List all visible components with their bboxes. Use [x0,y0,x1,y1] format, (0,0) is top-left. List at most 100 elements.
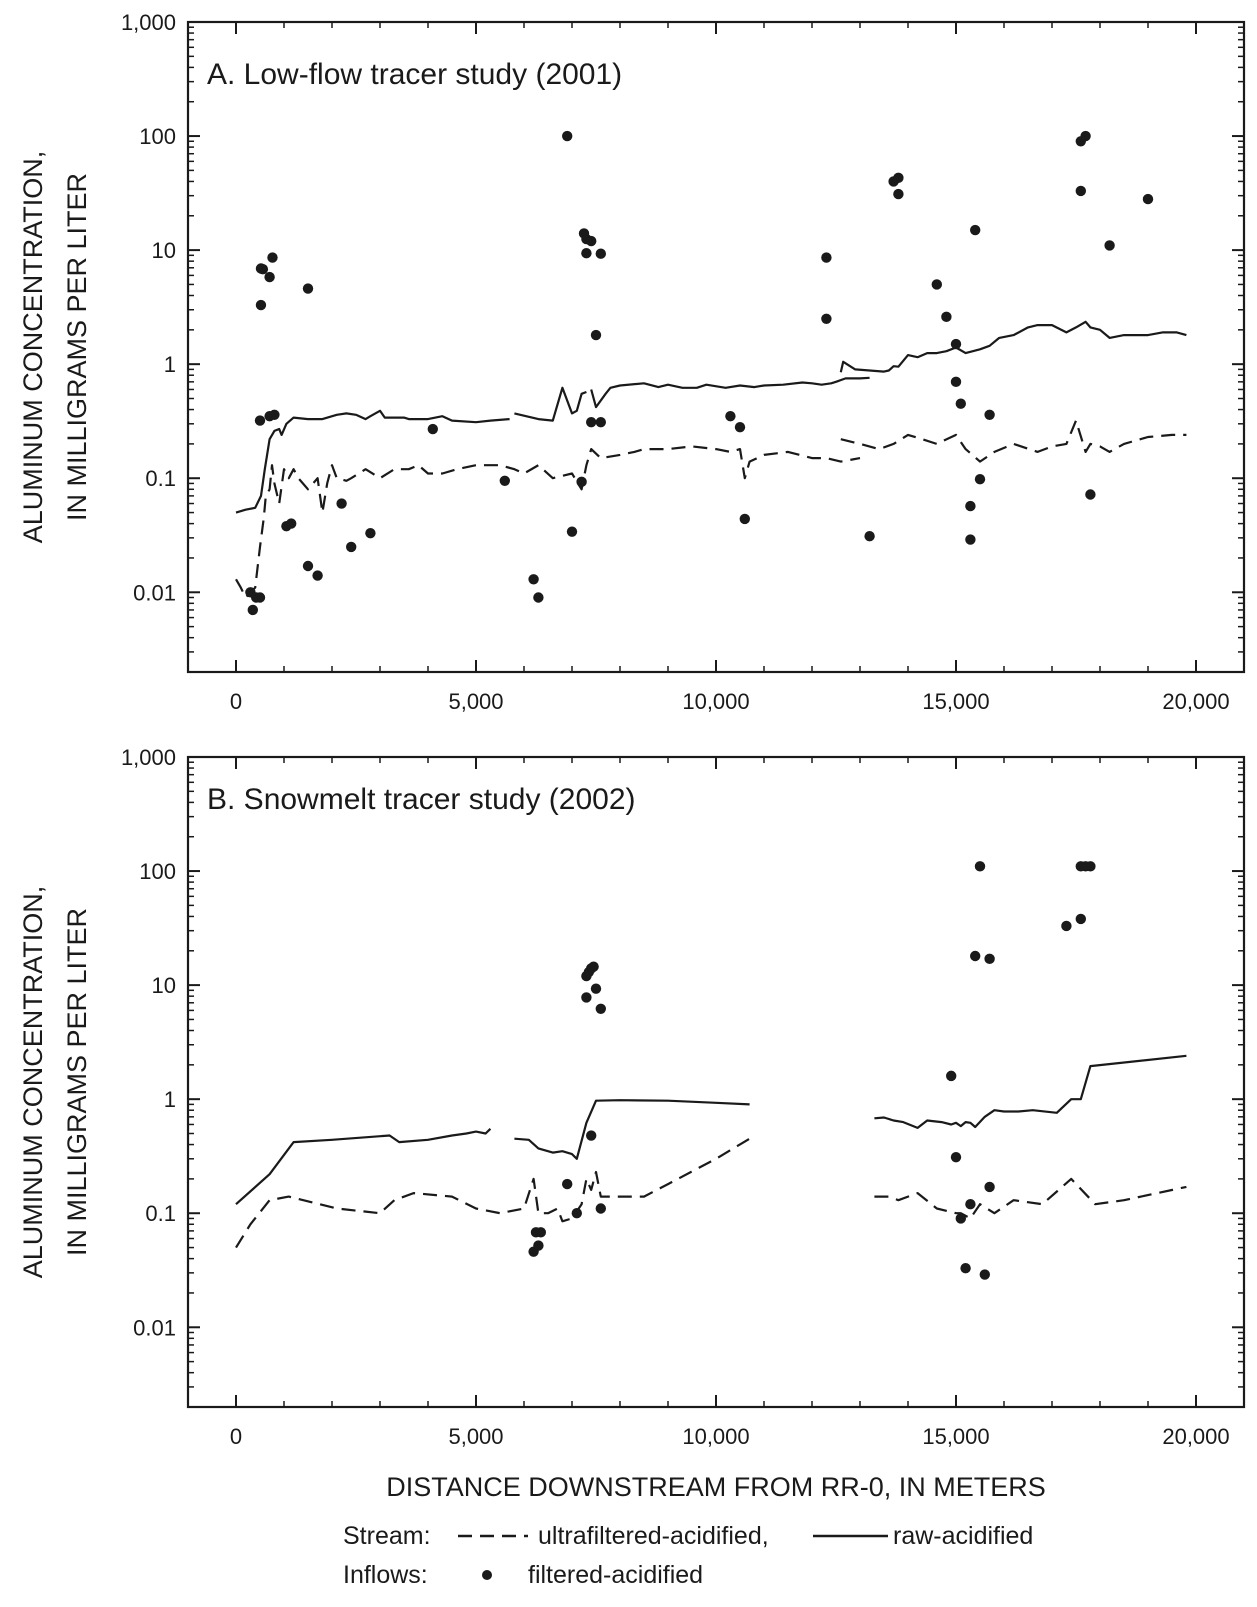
panel-a-y-tick-label: 100 [139,124,176,149]
panel-a-ultrafiltered-acidified-line [840,419,1187,463]
panel-a-filtered-acidified-point [346,541,357,553]
panel-b-y-tick-label: 0.01 [133,1315,176,1340]
panel-b-filtered-acidified-point [1075,913,1087,925]
panel-b-ultrafiltered-acidified-line [874,1177,1187,1220]
panel-b-filtered-acidified-point [588,961,599,972]
panel-a-filtered-acidified-point [533,592,544,603]
panel-a-raw-acidified-line [590,376,870,409]
panel-b-filtered-acidified-point [595,1003,606,1014]
panel-b-filtered-acidified-point [1061,920,1072,932]
panel-a-filtered-acidified-point [595,416,606,428]
panel-b-filtered-acidified-point [955,1213,966,1224]
panel-a-x-tick-label: 0 [230,689,242,714]
panel-a-filtered-acidified-point [267,252,278,263]
panel-a-filtered-acidified-point [725,410,736,422]
panel-b-filtered-acidified-point [965,1198,976,1210]
panel-a-raw-acidified-line [514,386,587,422]
panel-b-filtered-acidified-point [586,1130,597,1141]
legend-filtered-label: filtered-acidified [528,1561,703,1589]
legend-dot-marker [482,1570,492,1580]
panel-b-filtered-acidified-point [984,953,995,965]
legend-inflows-label: Inflows: [343,1561,428,1589]
panel-a-filtered-acidified-point [255,299,267,311]
panel-b-y-tick-label: 10 [152,973,176,998]
panel-b-y-tick-label: 100 [139,859,176,884]
panel-a-filtered-acidified-point [965,500,976,512]
panel-b-y-tick-label: 1,000 [121,745,176,770]
panel-a-filtered-acidified-point [941,311,952,323]
panel-a-x-tick-label: 5,000 [448,689,503,714]
panel-a-filtered-acidified-point [269,409,280,420]
panel-a-y-tick-label: 1,000 [121,10,176,35]
panel-a-filtered-acidified-point [821,252,832,263]
panel-a-filtered-acidified-point [950,338,962,350]
panel-a-filtered-acidified-point [586,416,597,428]
panel-a-filtered-acidified-point [893,188,904,200]
panel-a-filtered-acidified-point [734,422,746,433]
panel-a-filtered-acidified-point [254,592,266,603]
panel-b-filtered-acidified-point [595,1203,606,1214]
panel-a-filtered-acidified-point [864,531,875,542]
ylabel-line2: IN MILLIGRAMS PER LITER [62,908,92,1256]
panel-a-filtered-acidified-point [427,423,438,435]
panel-a-series [235,130,1187,616]
panel-a-filtered-acidified-point [566,526,578,537]
panel-b-filtered-acidified-point [974,861,986,872]
panel-a-raw-acidified-line [235,409,510,514]
panel-a-plot-frame [186,20,1246,674]
panel-a-filtered-acidified-point [1080,130,1091,142]
panel-a-filtered-acidified-point [1104,240,1115,251]
panel-b-filtered-acidified-point [946,1070,957,1082]
panel-a-raw-acidified-line [839,320,1187,373]
panel-b-x-tick-label: 20,000 [1162,1424,1229,1449]
panel-a-filtered-acidified-point [286,518,297,529]
panel-b-x-tick-label: 5,000 [448,1424,503,1449]
panel-a-filtered-acidified-point [576,476,587,488]
panel-a-filtered-acidified-point [302,283,314,294]
x-axis-title: DISTANCE DOWNSTREAM FROM RR-0, IN METERS [386,1472,1046,1502]
panel-a-filtered-acidified-point [264,271,275,283]
panel-b-filtered-acidified-point [970,950,981,962]
ylabel-line2: IN MILLIGRAMS PER LITER [62,173,92,521]
panel-a-filtered-acidified-point [254,415,266,426]
panel-a-filtered-acidified-point [257,264,269,275]
panel-a-filtered-acidified-point [595,248,606,259]
panel-a-filtered-acidified-point [974,474,986,485]
panel-a-y-tick-label: 0.01 [133,580,176,605]
panel-b-y-tick-label: 1 [164,1087,176,1112]
panel-a-x-tick-label: 20,000 [1162,689,1229,714]
panel-a-filtered-acidified-point [1142,193,1154,205]
panel-b-y-tick-label: 0.1 [145,1201,176,1226]
panel-b-filtered-acidified-point [571,1208,582,1219]
panel-a-ylabel: ALUMINUM CONCENTRATION, IN MILLIGRAMS PE… [18,151,92,544]
panel-a-filtered-acidified-point [562,130,573,142]
panel-a-filtered-acidified-point [821,313,832,324]
panel-b-axes: 0 5,000 10,000 15,000 20,000 0.01 0.1 1 10 100 1,0… [121,745,1245,1449]
panel-b-raw-acidified-line [235,1128,492,1206]
panel-b-raw-acidified-line [514,1099,750,1160]
panel-b-filtered-acidified-point [950,1151,962,1163]
panel-a-y-tick-label: 0.1 [145,466,176,491]
panel-a-x-tick-label: 15,000 [922,689,989,714]
panel-a-filtered-acidified-point [965,534,976,545]
panel-a-filtered-acidified-point [581,247,592,259]
panel-b-ylabel: ALUMINUM CONCENTRATION, IN MILLIGRAMS PE… [18,886,92,1279]
panel-a-filtered-acidified-point [302,560,314,572]
panel-b-x-tick-label: 10,000 [682,1424,749,1449]
panel-b-filtered-acidified-point [590,983,602,994]
panel-a-filtered-acidified-point [1075,185,1087,197]
legend-stream-label: Stream: [343,1522,431,1550]
legend-ultrafiltered-label: ultrafiltered-acidified, [538,1522,769,1550]
panel-a-filtered-acidified-point [893,172,904,184]
panel-a-y-tick-label: 1 [164,352,176,377]
panel-b-title: B. Snowmelt tracer study (2002) [207,783,636,816]
panel-b-x-tick-label: 15,000 [922,1424,989,1449]
panel-a-filtered-acidified-point [984,409,995,420]
legend-raw-label: raw-acidified [893,1522,1033,1550]
panel-b-series [235,861,1187,1280]
panel-a-filtered-acidified-point [586,235,597,247]
legend: Stream: ultrafiltered-acidified, raw-aci… [343,1522,1033,1589]
panel-b-filtered-acidified-point [984,1181,995,1193]
ylabel-line1: ALUMINUM CONCENTRATION, [18,886,48,1279]
panel-a-filtered-acidified-point [336,498,347,509]
